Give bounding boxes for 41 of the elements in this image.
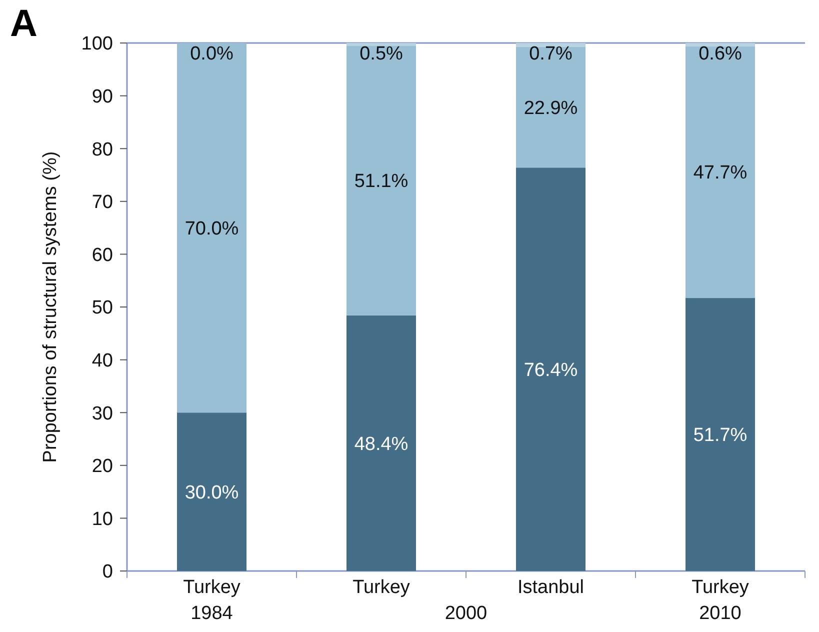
data-label: 0.6% — [698, 44, 742, 65]
data-label: 30.0% — [184, 482, 239, 504]
data-label: 0.7% — [529, 44, 573, 65]
bar — [686, 43, 755, 46]
bar — [686, 46, 755, 298]
bar — [516, 43, 586, 47]
data-label: 51.1% — [354, 171, 408, 192]
bar — [177, 412, 246, 571]
y-axis-title: Proportions of structural systems (%) — [40, 151, 61, 463]
x-tick-label: Istanbul — [517, 577, 584, 598]
text: A — [10, 3, 38, 45]
y-tick-label: 10 — [92, 508, 113, 530]
data-label: 51.7% — [693, 425, 748, 446]
data-label: 70.0% — [184, 218, 239, 240]
data-label: 22.9% — [524, 98, 578, 119]
data-label: 0.5% — [360, 44, 404, 65]
data-label: 76.4% — [524, 360, 578, 381]
y-tick-label: 20 — [92, 456, 113, 478]
bar — [346, 43, 416, 46]
y-tick-label: 40 — [92, 350, 113, 372]
data-label: 48.4% — [354, 434, 408, 455]
x-tick-label: Turkey 2010 — [692, 577, 750, 624]
y-tick-label: 60 — [92, 244, 113, 266]
bar — [516, 168, 586, 571]
y-tick-label: 80 — [92, 139, 113, 160]
bar — [686, 298, 755, 571]
y-tick-label: 70 — [92, 192, 113, 214]
text: 2000 — [444, 603, 488, 624]
bar — [346, 46, 416, 316]
data-label: 0.0% — [190, 44, 234, 65]
bar — [516, 46, 586, 168]
y-tick-label: 0 — [102, 562, 113, 583]
y-tick-label: 90 — [92, 86, 113, 108]
y-tick-label: 30 — [92, 403, 113, 424]
y-tick-label: 100 — [81, 34, 113, 55]
data-label: 47.7% — [693, 162, 748, 184]
x-tick-label: Turkey 1984 — [183, 577, 241, 624]
y-tick-label: 50 — [92, 298, 113, 319]
bar — [346, 315, 416, 571]
bar — [177, 43, 246, 413]
x-tick-label: Turkey — [352, 577, 410, 598]
